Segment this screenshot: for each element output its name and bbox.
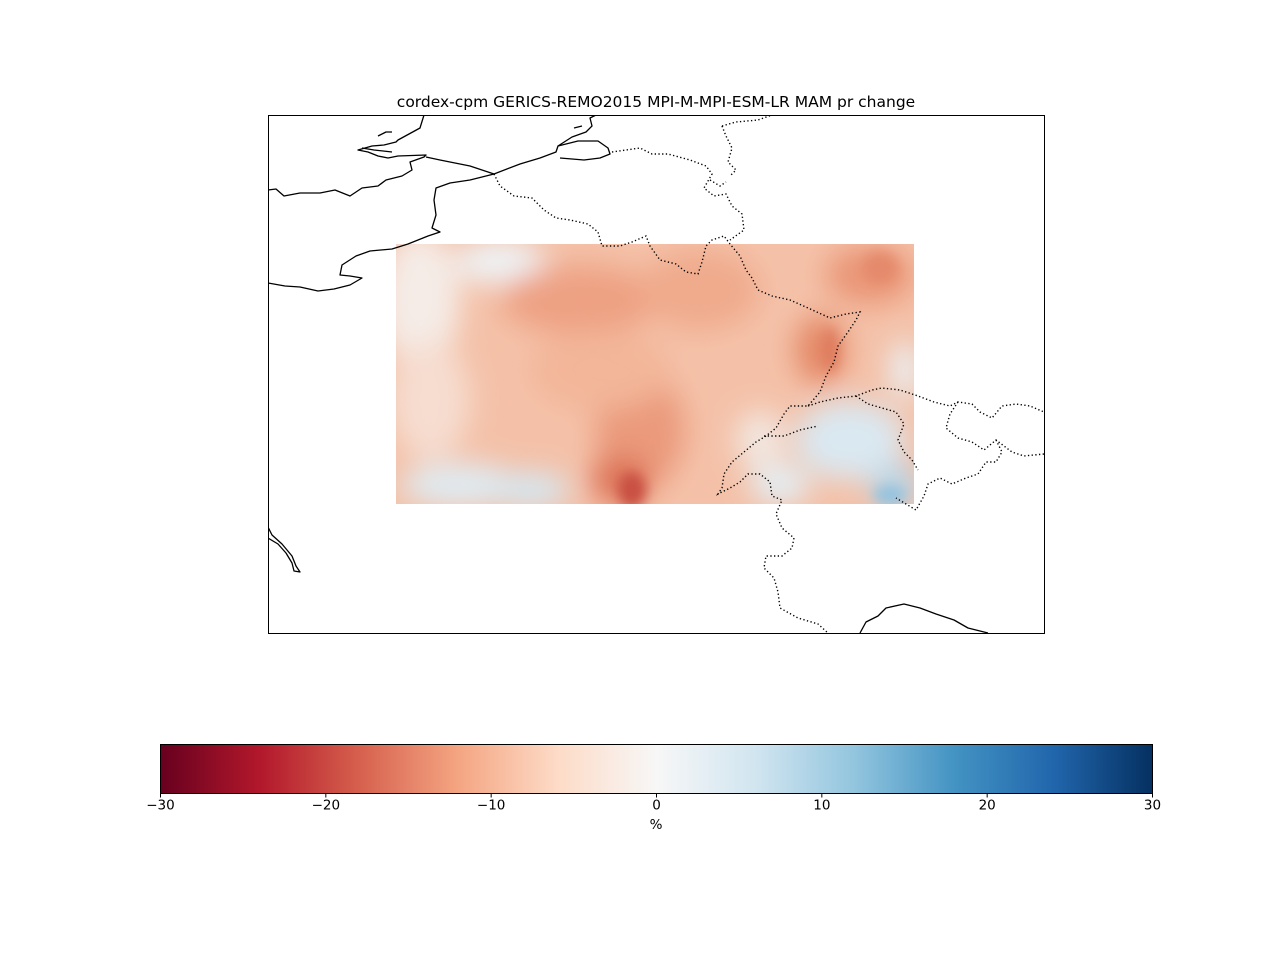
colorbar: −30 −20 −10 0 10 20 30 %	[146, 744, 1161, 833]
pr-change-field	[396, 244, 914, 504]
map-frame	[268, 115, 1045, 634]
coastlines	[268, 115, 989, 633]
colorbar-tick-label: −30	[146, 798, 175, 814]
colorbar-ticks: −30 −20 −10 0 10 20 30	[146, 793, 1161, 814]
map-axes	[268, 115, 1045, 634]
colorbar-tick-label: 10	[813, 798, 830, 814]
colorbar-tick-label: −20	[312, 798, 341, 814]
colorbar-tick-label: −10	[477, 798, 506, 814]
colorbar-label: %	[650, 817, 663, 833]
colorbar-gradient	[160, 744, 1153, 794]
colorbar-tick-label: 0	[652, 798, 661, 814]
colorbar-tick-label: 20	[979, 798, 996, 814]
map-title: cordex-cpm GERICS-REMO2015 MPI-M-MPI-ESM…	[397, 93, 915, 111]
country-borders	[493, 115, 1044, 633]
colorbar-tick-label: 30	[1144, 798, 1161, 814]
